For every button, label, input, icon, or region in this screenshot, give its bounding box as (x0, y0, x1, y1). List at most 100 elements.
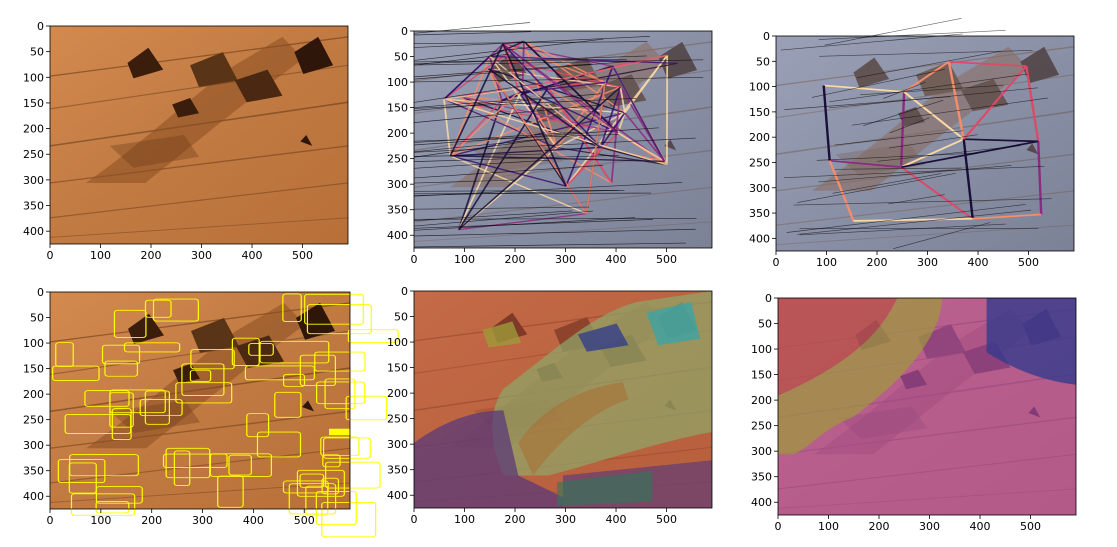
y-tick-label: 0 (37, 286, 44, 299)
graph-edge (443, 98, 668, 166)
segment-boundary (413, 165, 604, 179)
panel-p2: 0 100 200 300 400 500 0 50 100 150 200 250 300 350 400 (387, 23, 712, 266)
segment-boundary (413, 53, 509, 66)
segment-boundary (784, 165, 1045, 179)
graph-edge (556, 146, 668, 166)
contour-line (113, 309, 147, 338)
contour-line (95, 501, 130, 514)
segment-boundary (889, 117, 930, 134)
segment-boundary (413, 41, 648, 44)
graph-edge (502, 43, 606, 83)
contour-line (299, 473, 325, 488)
contour-line (231, 337, 260, 366)
panel-p5: 0 100 200 300 400 500 0 50 100 150 200 250 300 350 400 (387, 285, 712, 526)
y-tick-label: 350 (23, 200, 44, 213)
y-tick-label: 200 (23, 123, 44, 136)
y-tick-label: 200 (23, 388, 44, 401)
graph-edge (947, 61, 965, 140)
segment-boundary (860, 84, 1004, 96)
y-tick-label: 0 (401, 285, 408, 298)
y-tick-label: 100 (387, 76, 408, 89)
x-tick-label: 100 (90, 249, 111, 262)
segment-boundary (413, 96, 554, 108)
y-tick-label: 100 (387, 336, 408, 349)
segment-boundary (819, 50, 1033, 57)
contour-line (144, 390, 170, 425)
segment-region (986, 298, 1076, 385)
y-tick-label: 400 (749, 232, 770, 245)
y-tick-label: 350 (387, 464, 408, 477)
contour-line (152, 298, 199, 322)
segment-boundary (413, 22, 530, 34)
segment-boundary (413, 82, 543, 103)
y-tick-label: 200 (387, 127, 408, 140)
panel-p4: 0 100 200 300 400 500 0 50 100 150 200 250 300 350 400 (23, 286, 398, 537)
graph-edge (487, 68, 602, 148)
y-tick-label: 50 (30, 312, 44, 325)
segment-boundary (413, 139, 538, 153)
segment-boundary (413, 179, 515, 184)
segment-boundary (818, 29, 1006, 40)
y-tick-label: 250 (387, 153, 408, 166)
segment-boundary (799, 223, 1006, 236)
x-tick-label: 200 (505, 253, 526, 266)
segment-boundary (413, 219, 653, 229)
y-tick-label: 300 (23, 174, 44, 187)
segment-boundary (413, 36, 650, 48)
segment-boundary (834, 167, 962, 170)
segment-region (557, 471, 653, 506)
segment-boundary (818, 165, 1012, 183)
y-tick-label: 250 (749, 156, 770, 169)
x-tick-label: 100 (818, 520, 839, 533)
contour-line (304, 293, 364, 325)
segment-boundary (413, 242, 686, 248)
graph-edge (903, 61, 950, 93)
segment-boundary (413, 155, 619, 162)
contour-line (282, 480, 329, 494)
segment-boundary (832, 173, 942, 194)
segment-boundary (413, 206, 590, 210)
contour-line (314, 351, 366, 372)
y-tick-label: 400 (751, 496, 772, 509)
contour-line (274, 391, 302, 418)
graph-edge (521, 87, 558, 148)
graph-edge (519, 81, 606, 94)
y-tick-label: 200 (749, 131, 770, 144)
panel-p3: 0 100 200 300 400 500 0 50 100 150 200 250 300 350 400 (749, 18, 1074, 269)
x-tick-label: 300 (919, 520, 940, 533)
graph-edge (443, 99, 452, 156)
y-tick-label: 100 (749, 81, 770, 94)
contour-line (315, 490, 357, 525)
contour-line (299, 354, 336, 386)
contour-line (70, 493, 136, 516)
segment-boundary (413, 59, 704, 66)
x-tick-label: 400 (243, 514, 264, 527)
graph-edge (457, 100, 503, 230)
x-tick-label: 300 (555, 513, 576, 526)
p6-axes-frame (777, 297, 1077, 516)
segment-boundary (413, 159, 550, 169)
x-tick-label: 0 (47, 514, 54, 527)
contour-line (101, 344, 141, 365)
y-tick-label: 150 (751, 369, 772, 382)
y-tick-label: 250 (751, 420, 772, 433)
y-tick-label: 350 (751, 471, 772, 484)
graph-edge (488, 68, 621, 88)
segment-boundary (413, 153, 543, 157)
x-tick-label: 100 (454, 513, 475, 526)
contour-line (324, 378, 356, 410)
segment-boundary (413, 217, 697, 220)
p5-axes-frame (413, 290, 713, 509)
y-tick-label: 0 (37, 20, 44, 33)
segment-boundary (851, 97, 1048, 126)
x-tick-label: 100 (90, 514, 111, 527)
y-tick-label: 50 (394, 311, 408, 324)
segment-region (482, 321, 522, 348)
graph-edge (449, 100, 503, 157)
x-tick-label: 400 (968, 256, 989, 269)
graph-edge (900, 166, 974, 220)
contour-line (306, 304, 372, 335)
contour-line (325, 461, 381, 489)
y-tick-label: 150 (23, 97, 44, 110)
y-tick-label: 200 (751, 394, 772, 407)
